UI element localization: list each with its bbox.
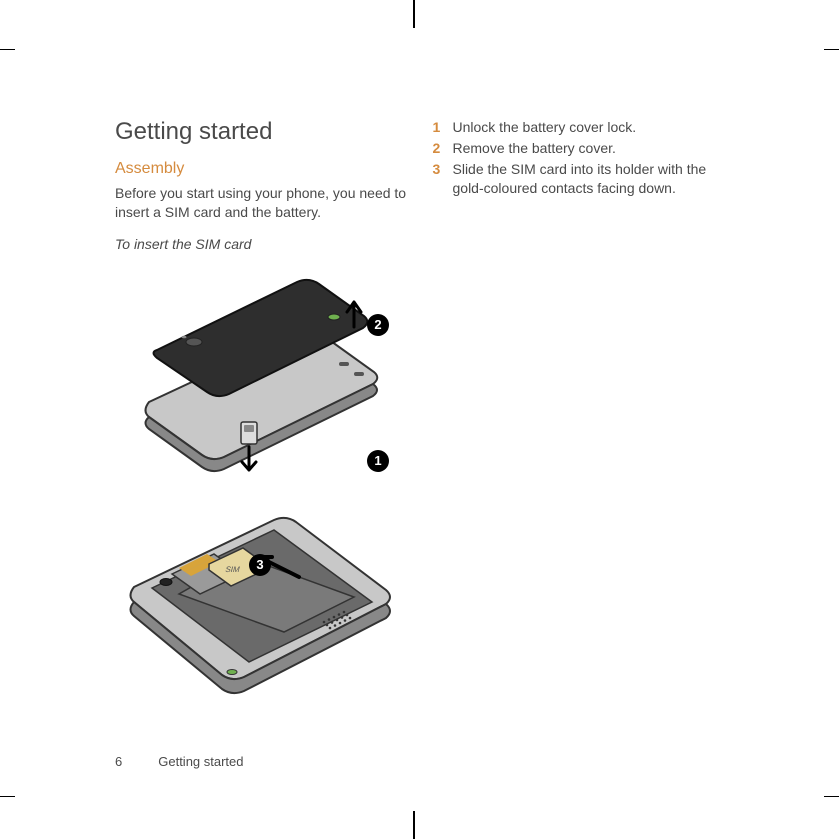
- running-head: Getting started: [158, 754, 243, 769]
- step-item: 1 Unlock the battery cover lock.: [433, 118, 726, 137]
- callout-badge: 2: [367, 314, 389, 336]
- phone-diagram-svg: SIM: [119, 272, 399, 722]
- section-title: Assembly: [115, 160, 408, 178]
- crop-mark: [413, 0, 415, 28]
- crop-mark: [0, 796, 15, 797]
- step-number: 2: [433, 139, 445, 158]
- step-text: Remove the battery cover.: [453, 139, 616, 158]
- step-number: 1: [433, 118, 445, 137]
- steps-list: 1 Unlock the battery cover lock. 2 Remove t…: [433, 118, 726, 198]
- page-footer: 6 Getting started: [115, 754, 244, 769]
- page-title: Getting started: [115, 118, 408, 146]
- assembly-illustration: SIM: [119, 272, 399, 722]
- step-item: 3Slide the SIM card into its holder with…: [433, 160, 726, 198]
- callout-badge: 3: [249, 554, 271, 576]
- right-column: 1 Unlock the battery cover lock. 2 Remove t…: [433, 118, 726, 722]
- step-text: Unlock the battery cover lock.: [453, 118, 637, 137]
- intro-text: Before you start using your phone, you n…: [115, 184, 408, 222]
- svg-text:SIM: SIM: [224, 565, 241, 574]
- callout-badge: 1: [367, 450, 389, 472]
- left-column: Getting started Assembly Before you star…: [115, 118, 408, 722]
- page-number: 6: [115, 754, 122, 769]
- subhead: To insert the SIM card: [115, 236, 408, 252]
- crop-mark: [824, 796, 839, 797]
- crop-mark: [413, 811, 415, 839]
- crop-mark: [0, 49, 15, 50]
- step-text: Slide the SIM card into its holder with …: [453, 160, 726, 198]
- step-item: 2 Remove the battery cover.: [433, 139, 726, 158]
- step-number: 3: [433, 160, 445, 198]
- crop-mark: [824, 49, 839, 50]
- page-content: Getting started Assembly Before you star…: [115, 118, 725, 722]
